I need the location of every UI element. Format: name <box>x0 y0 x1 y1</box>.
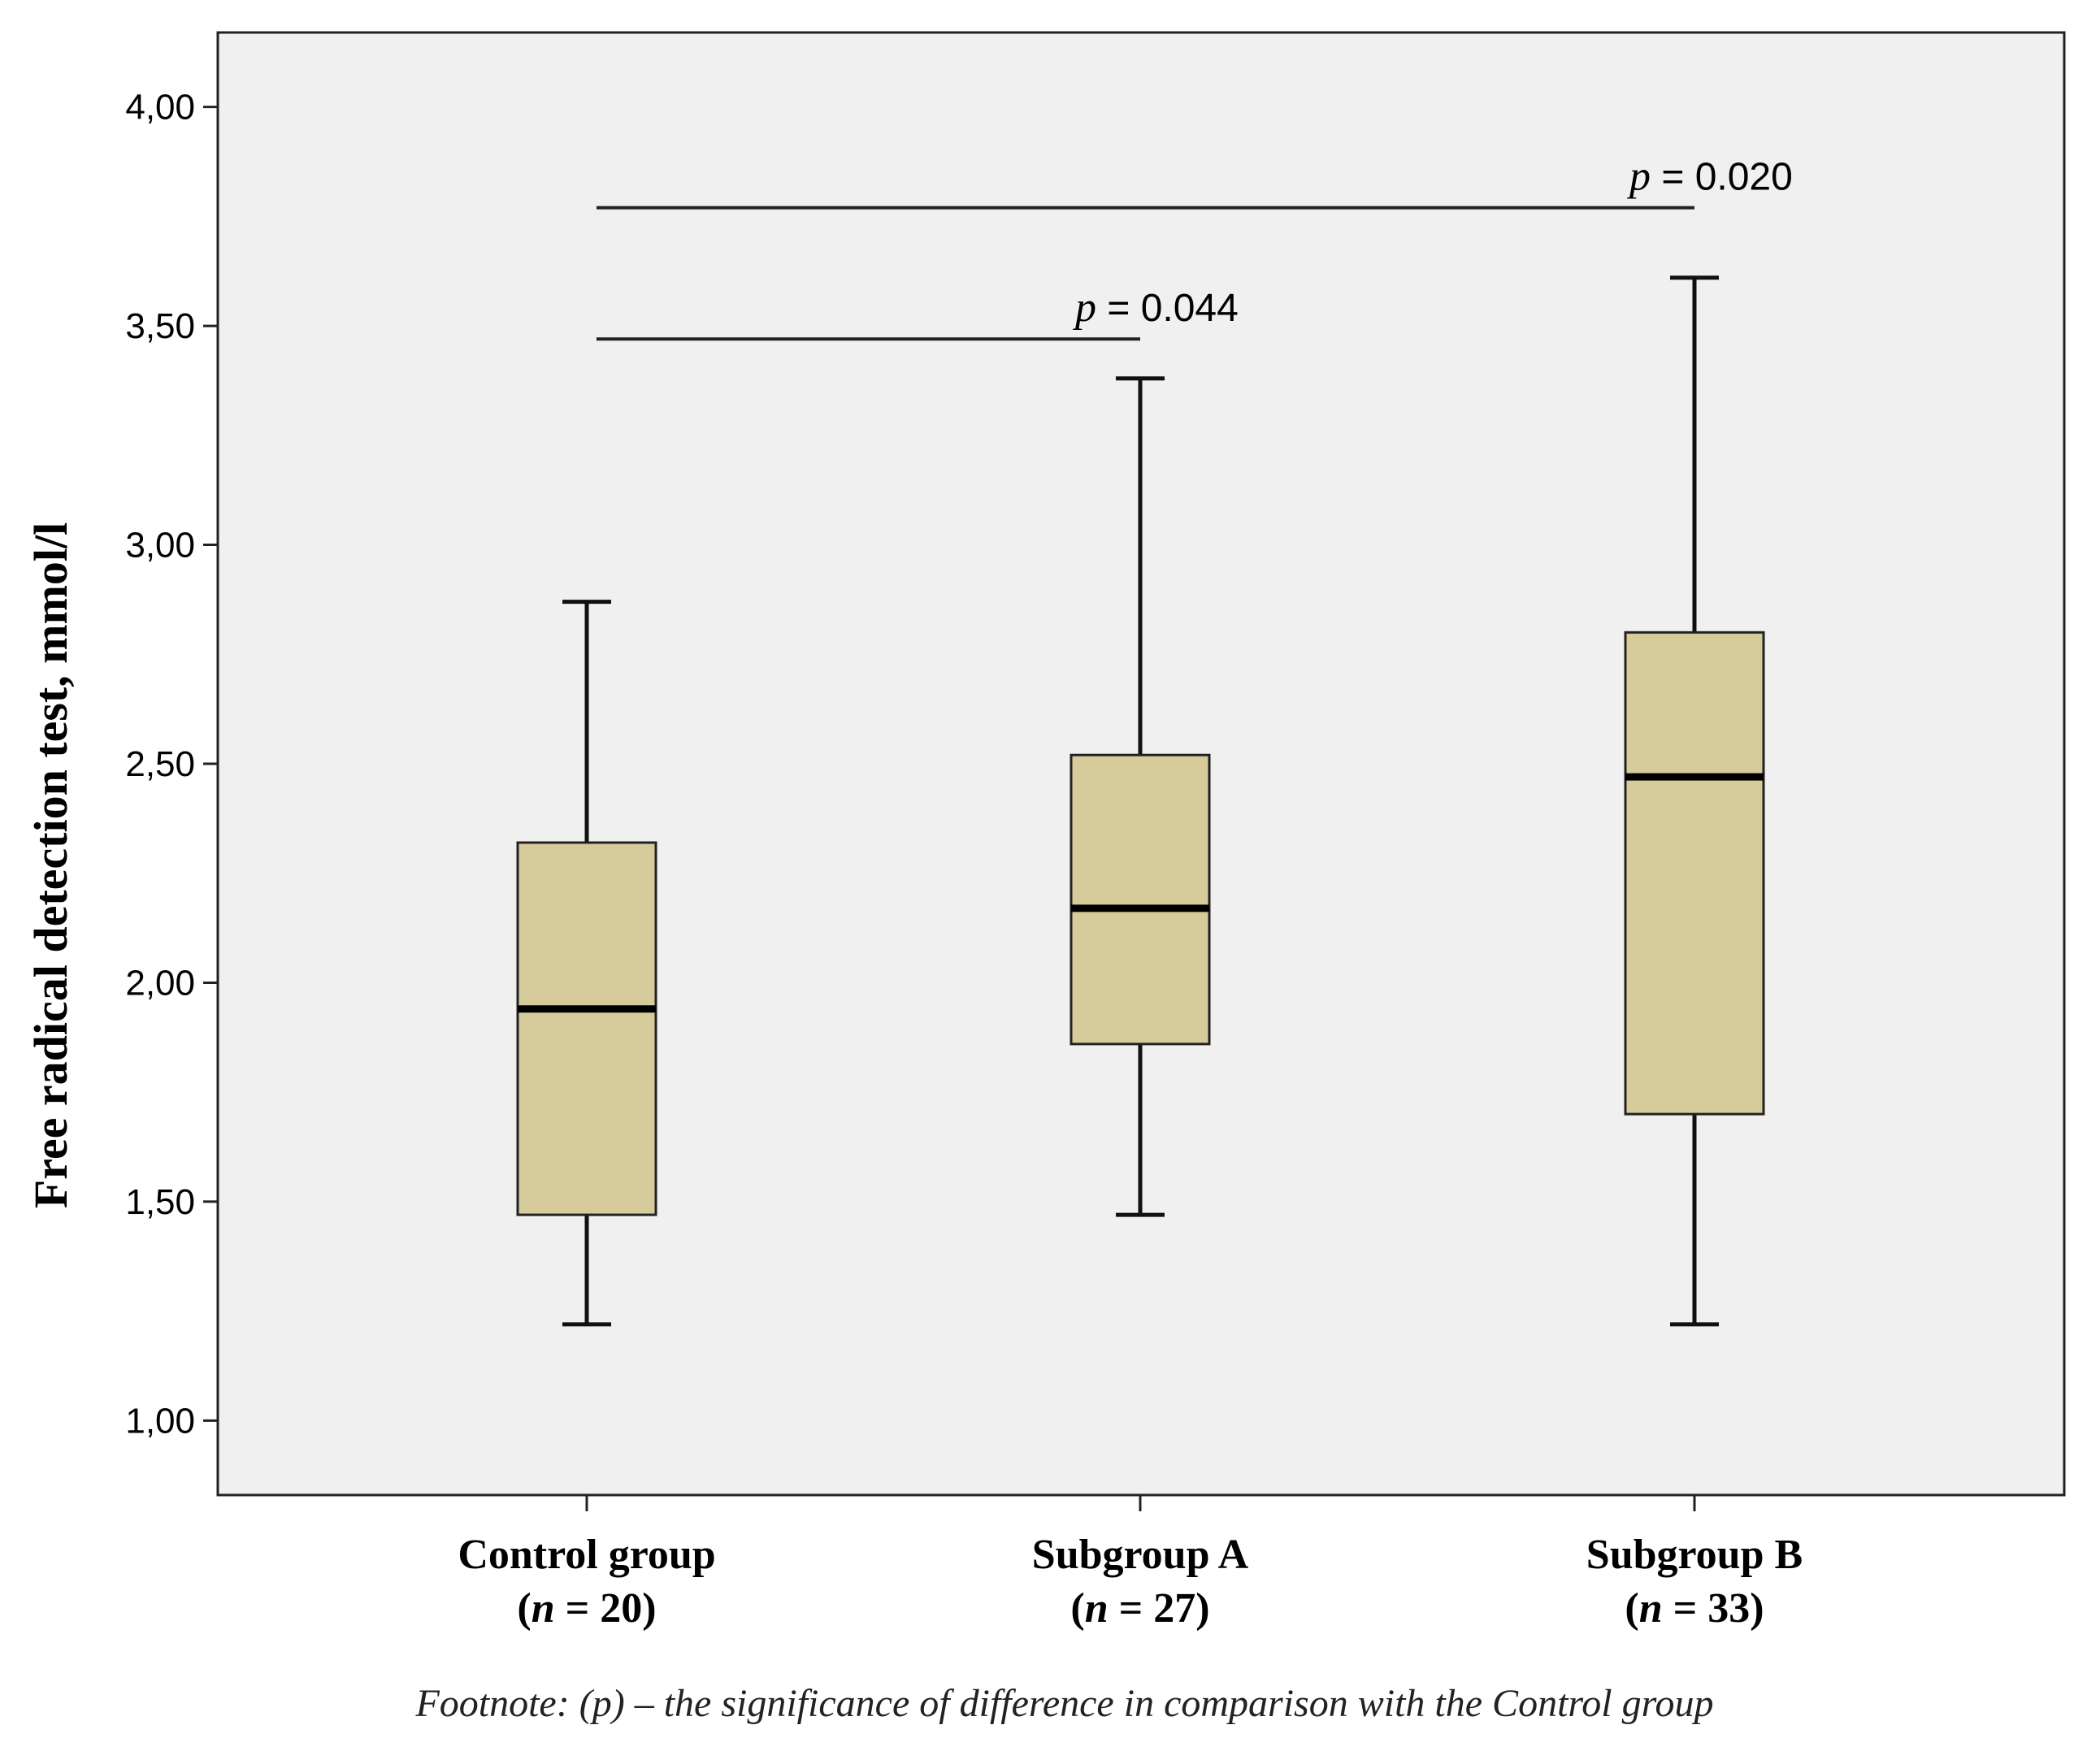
y-tick-label: 3,00 <box>125 526 195 566</box>
box-group <box>1070 376 1211 1217</box>
significance-annotations: p = 0.020 p = 0.044 <box>597 154 1793 341</box>
x-tick-sublabel: (n = 33) <box>1625 1585 1764 1632</box>
x-tick-sublabel: (n = 27) <box>1070 1585 1209 1632</box>
x-tick-label: Control group <box>458 1532 715 1578</box>
y-tick-label: 1,50 <box>125 1182 195 1222</box>
iqr-box <box>1624 631 1765 1116</box>
iqr-box <box>1070 753 1211 1046</box>
y-axis-label: Free radical detection test, mmol/l <box>24 522 77 1208</box>
y-tick-label: 3,50 <box>125 306 195 346</box>
y-tick-label: 1,00 <box>125 1401 195 1441</box>
x-tick-sublabel: (n = 20) <box>517 1585 656 1632</box>
box-group <box>516 600 657 1327</box>
boxes <box>516 275 1765 1327</box>
box-group <box>1624 275 1765 1327</box>
iqr-box <box>516 841 657 1216</box>
y-tick-label: 4,00 <box>125 88 195 128</box>
y-axis: 1,00 1,50 2,00 2,50 3,00 3,50 4,00 <box>125 88 218 1441</box>
x-tick-label: Subgroup A <box>1032 1532 1249 1578</box>
p-value-label: p = 0.044 <box>1072 284 1239 331</box>
x-axis: Control group (n = 20) Subgroup A (n = 27) S… <box>458 1495 1803 1632</box>
y-tick-label: 2,50 <box>125 744 195 784</box>
x-tick-label: Subgroup B <box>1586 1532 1803 1578</box>
footnote: Footnote: (p) – the significance of diff… <box>414 1682 1713 1725</box>
p-value-label: p = 0.020 <box>1626 154 1793 200</box>
y-tick-label: 2,00 <box>125 963 195 1003</box>
